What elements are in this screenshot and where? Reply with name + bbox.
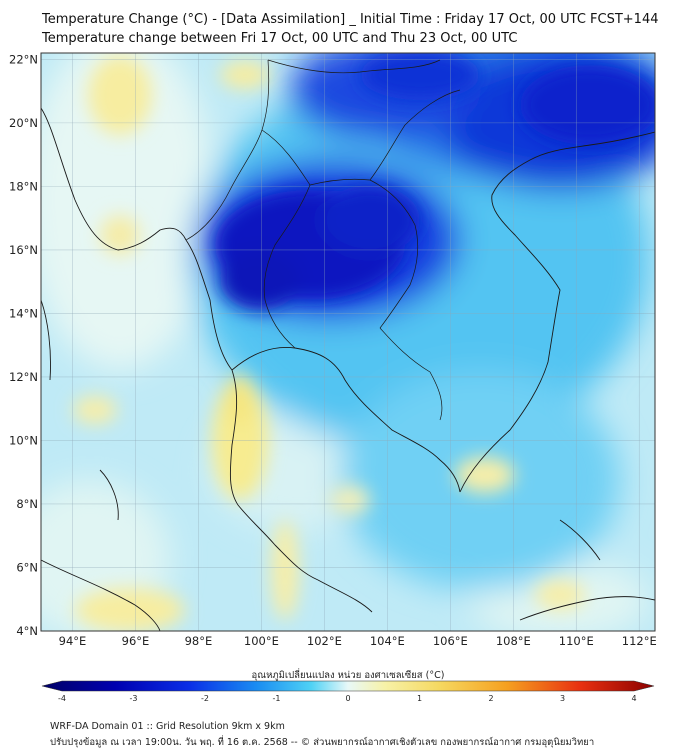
colorbar-tick-label: 4 — [631, 694, 636, 703]
longitude-label: 98°E — [185, 634, 213, 648]
coastlines — [41, 107, 655, 631]
colorbar-tick-label: -1 — [273, 694, 281, 703]
latitude-label: 16°N — [9, 243, 38, 257]
plot-frame — [40, 52, 656, 632]
longitude-label: 104°E — [370, 634, 405, 648]
temperature-field — [41, 53, 655, 631]
colorbar-tick-label: 2 — [488, 694, 493, 703]
latitude-label: 20°N — [9, 116, 38, 130]
grid-lines — [41, 53, 655, 631]
latitude-label: 8°N — [16, 497, 38, 511]
colorbar-tick-label: 1 — [417, 694, 422, 703]
longitude-labels: 94°E 96°E 98°E 100°E 102°E 104°E 106°E 108°E 110… — [59, 634, 657, 648]
longitude-label: 96°E — [122, 634, 150, 648]
latitude-label: 18°N — [9, 179, 38, 193]
longitude-label: 94°E — [59, 634, 87, 648]
colorbar-tick-label: 3 — [560, 694, 565, 703]
longitude-label: 106°E — [433, 634, 468, 648]
colorbar-tick-label: -3 — [130, 694, 138, 703]
longitude-label: 102°E — [307, 634, 342, 648]
latitude-label: 10°N — [9, 433, 38, 447]
latitude-label: 14°N — [9, 306, 38, 320]
latitude-label: 4°N — [16, 624, 38, 638]
map-title-line-1: Temperature Change (°C) - [Data Assimila… — [42, 12, 659, 27]
map-title-line-2: Temperature change between Fri 17 Oct, 0… — [42, 31, 518, 46]
colorbar-tick-label: -4 — [58, 694, 66, 703]
longitude-label: 112°E — [622, 634, 657, 648]
colorbar-tick-label: 0 — [345, 694, 350, 703]
longitude-label: 108°E — [496, 634, 531, 648]
footer-model-info: WRF-DA Domain 01 :: Grid Resolution 9km … — [50, 721, 285, 732]
latitude-labels: 22°N 20°N 18°N 16°N 14°N 12°N 10°N 8°N 6°N 4°N — [9, 52, 38, 638]
colorbar-ticks: -4 -3 -2 -1 0 1 2 3 4 — [58, 694, 637, 703]
latitude-label: 12°N — [9, 370, 38, 384]
colorbar — [41, 680, 655, 692]
longitude-label: 110°E — [559, 634, 594, 648]
footer-update-credit: ปรับปรุงข้อมูล ณ เวลา 19:00น. วัน พฤ. ที… — [50, 737, 595, 748]
latitude-label: 6°N — [16, 560, 38, 574]
colorbar-tick-label: -2 — [201, 694, 209, 703]
country-borders — [185, 59, 461, 421]
longitude-label: 100°E — [244, 634, 279, 648]
latitude-label: 22°N — [9, 52, 38, 66]
colorbar-label: อุณหภูมิเปลี่ยนแปลง หน่วย องศาเซลเซียส (… — [252, 668, 445, 681]
